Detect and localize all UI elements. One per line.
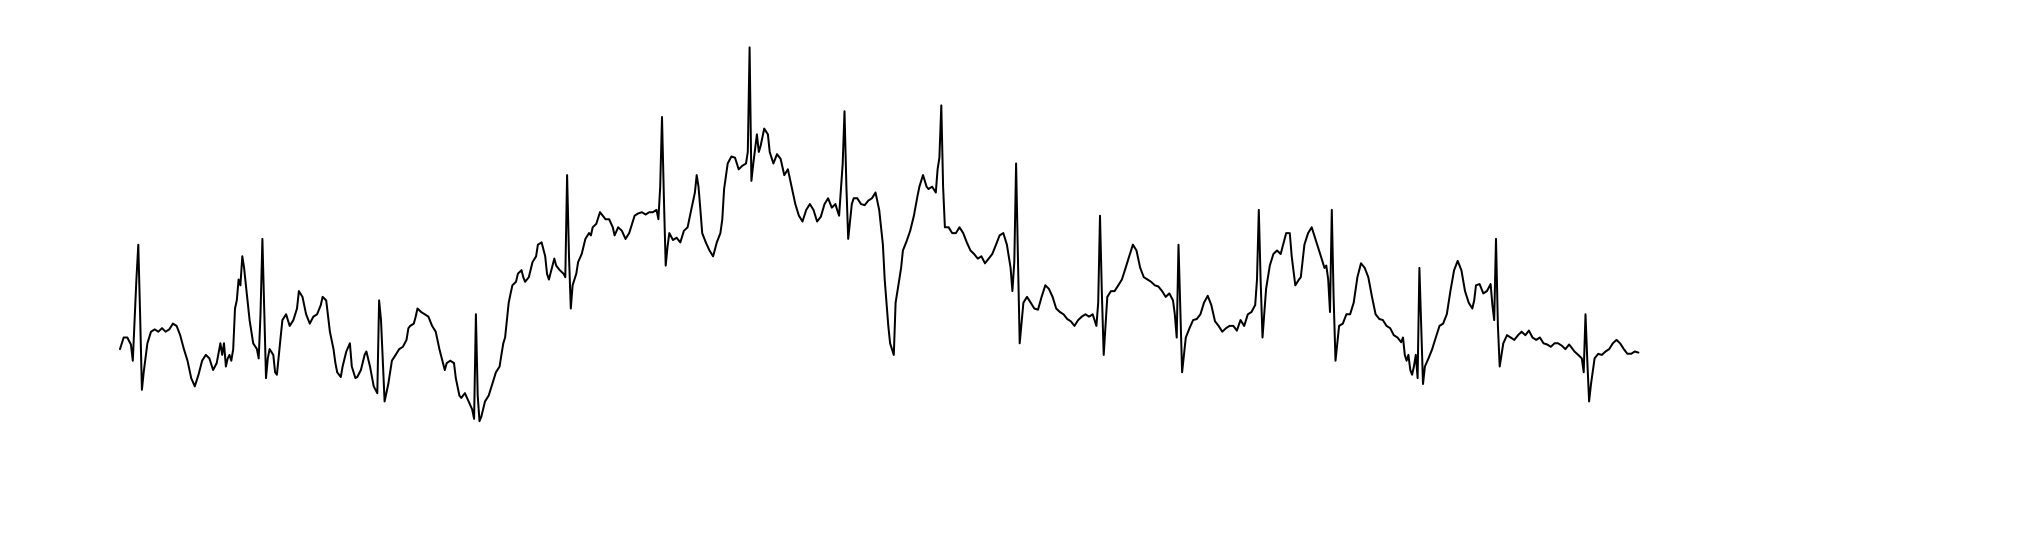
signal-trace-line [119, 46, 1640, 423]
